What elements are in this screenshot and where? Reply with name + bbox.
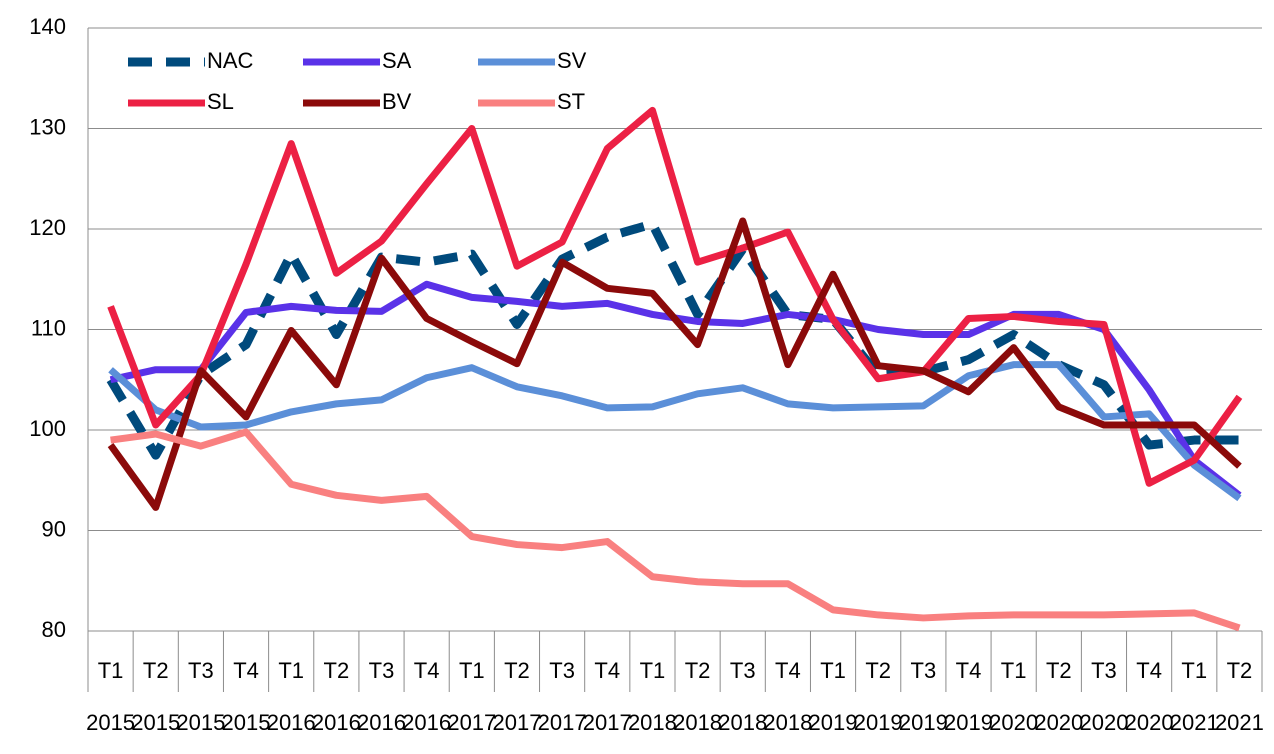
x-tick-label: T4 [594, 658, 620, 683]
x-year-label: 2018 [673, 710, 722, 735]
legend-label: NAC [207, 48, 254, 73]
x-tick-label: T2 [504, 658, 530, 683]
x-year-label: 2015 [222, 710, 271, 735]
y-tick-label: 90 [42, 516, 66, 541]
x-tick-label: T1 [1181, 658, 1207, 683]
x-tick-label: T3 [188, 658, 214, 683]
x-year-label: 2016 [312, 710, 361, 735]
y-tick-label: 110 [31, 315, 66, 340]
y-tick-label: 120 [29, 215, 66, 240]
x-year-label: 2020 [1079, 710, 1128, 735]
x-year-label: 2019 [944, 710, 993, 735]
y-tick-label: 80 [42, 617, 66, 642]
x-year-label: 2017 [492, 710, 541, 735]
x-tick-label: T3 [369, 658, 395, 683]
legend-label: ST [557, 89, 585, 114]
x-year-label: 2017 [583, 710, 632, 735]
x-year-label: 2020 [1034, 710, 1083, 735]
x-tick-label: T3 [549, 658, 575, 683]
y-tick-label: 130 [29, 114, 66, 139]
x-year-label: 2019 [854, 710, 903, 735]
x-year-label: 2019 [809, 710, 858, 735]
x-tick-label: T1 [640, 658, 666, 683]
x-tick-label: T1 [1001, 658, 1027, 683]
x-tick-label: T3 [911, 658, 937, 683]
series-line [110, 428, 1241, 632]
x-year-label: 2020 [989, 710, 1038, 735]
legend-label: BV [382, 89, 412, 114]
x-year-label: 2015 [176, 710, 225, 735]
legend-label: SA [382, 48, 412, 73]
x-year-label: 2017 [447, 710, 496, 735]
x-tick-label: T1 [820, 658, 846, 683]
x-year-label: 2016 [267, 710, 316, 735]
x-year-label: 2015 [131, 710, 180, 735]
x-tick-label: T1 [278, 658, 304, 683]
x-tick-label: T2 [685, 658, 711, 683]
series-line [107, 217, 1242, 511]
x-tick-label: T4 [775, 658, 801, 683]
x-tick-label: T3 [730, 658, 756, 683]
y-tick-label: 100 [29, 416, 66, 441]
x-tick-label: T2 [1046, 658, 1072, 683]
x-year-label: 2021 [1215, 710, 1264, 735]
x-tick-label: T2 [143, 658, 169, 683]
x-year-label: 2018 [628, 710, 677, 735]
y-tick-label: 140 [29, 14, 66, 39]
series-line [108, 361, 1242, 502]
x-tick-label: T4 [414, 658, 440, 683]
series-line [107, 106, 1243, 487]
x-year-label: 2016 [402, 710, 451, 735]
x-year-label: 2018 [718, 710, 767, 735]
x-year-label: 2016 [357, 710, 406, 735]
x-tick-label: T3 [1091, 658, 1117, 683]
x-tick-label: T2 [324, 658, 350, 683]
x-tick-label: T4 [956, 658, 982, 683]
x-year-label: 2020 [1125, 710, 1174, 735]
x-tick-label: T4 [1136, 658, 1162, 683]
series-line [106, 219, 1240, 460]
legend-label: SV [557, 48, 587, 73]
x-year-label: 2021 [1170, 710, 1219, 735]
x-year-label: 2018 [763, 710, 812, 735]
x-year-label: 2017 [538, 710, 587, 735]
x-tick-label: T2 [1227, 658, 1253, 683]
legend-label: SL [207, 89, 234, 114]
x-year-label: 2015 [86, 710, 135, 735]
x-tick-label: T1 [459, 658, 485, 683]
x-tick-label: T2 [865, 658, 891, 683]
x-year-label: 2019 [899, 710, 948, 735]
x-tick-label: T1 [98, 658, 124, 683]
x-tick-label: T4 [233, 658, 259, 683]
